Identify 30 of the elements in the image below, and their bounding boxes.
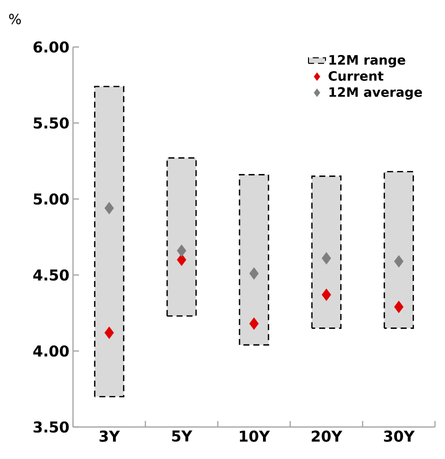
y-axis-title: %: [9, 14, 21, 24]
point: [249, 317, 259, 330]
point: [322, 252, 332, 264]
y-tick-label: 6.00: [34, 41, 69, 53]
y-tick-label: 5.00: [34, 193, 69, 205]
point: [104, 202, 114, 214]
point: [104, 326, 114, 339]
point: [176, 244, 186, 257]
y-tick-label: 3.50: [34, 421, 69, 433]
bar: [166, 157, 197, 317]
y-tick-label: 5.50: [34, 117, 69, 129]
legend-label: 12M range: [329, 54, 406, 68]
bar: [311, 176, 342, 329]
bar: [384, 170, 414, 329]
legend-label: 12M average: [329, 87, 422, 100]
bar: [94, 86, 124, 398]
x-tick-label: 5Y: [172, 430, 192, 442]
x-tick-label: 30Y: [384, 430, 415, 442]
x-tick-label: 20Y: [312, 430, 342, 442]
point: [322, 288, 332, 301]
point: [249, 267, 259, 280]
point: [394, 255, 404, 268]
point: [176, 254, 186, 266]
legend-label: Current: [328, 71, 384, 81]
point: [394, 300, 404, 314]
bar: [238, 174, 270, 346]
x-tick-label: 10Y: [240, 430, 270, 442]
y-tick-label: 4.50: [33, 269, 69, 281]
x-tick-label: 3Y: [100, 430, 120, 442]
y-tick-label: 4.00: [33, 345, 69, 357]
